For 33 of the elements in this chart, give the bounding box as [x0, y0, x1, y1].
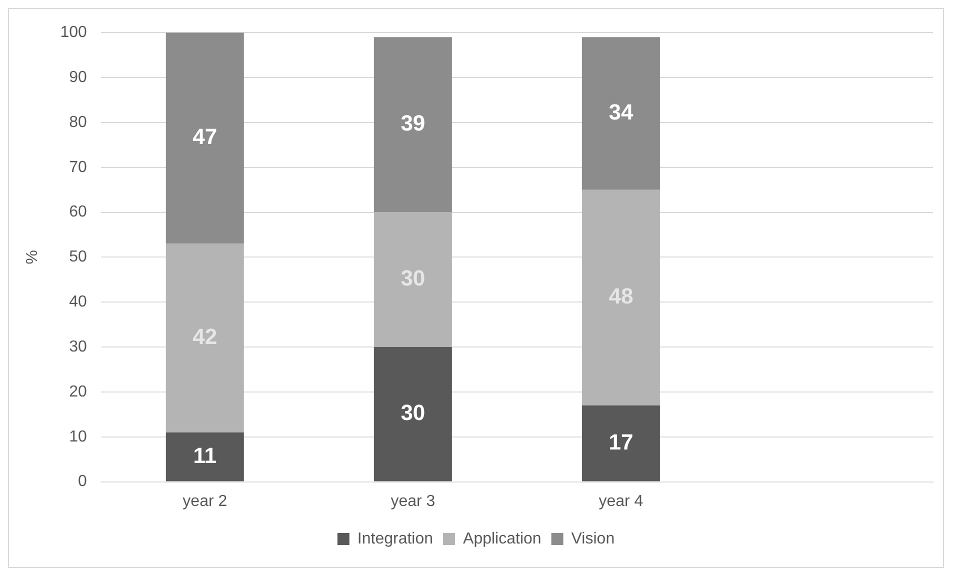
- bar: [582, 190, 660, 406]
- y-tick-label: 80: [69, 114, 87, 131]
- bar: [374, 37, 452, 212]
- x-tick-label: year 3: [390, 492, 436, 510]
- y-tick-label: 60: [69, 204, 87, 221]
- bar: [582, 37, 660, 190]
- data-label: 30: [400, 400, 426, 426]
- legend-label: Integration: [357, 530, 434, 548]
- y-tick-label: 70: [69, 158, 87, 176]
- data-label: 39: [400, 110, 426, 136]
- bar: [374, 347, 452, 482]
- y-axis-title: %: [24, 250, 42, 264]
- y-tick-label: 10: [69, 428, 87, 446]
- bar: [166, 32, 244, 244]
- legend-label: Application: [463, 530, 542, 548]
- bar: [166, 244, 244, 432]
- bar: [582, 405, 660, 482]
- y-tick-label: 100: [60, 24, 87, 42]
- x-tick-label: year 2: [182, 492, 228, 510]
- y-tick-label: 90: [69, 68, 87, 86]
- y-tick-label: 0: [78, 473, 87, 490]
- y-tick-label: 20: [69, 383, 87, 400]
- bar: [166, 432, 244, 482]
- data-label: 17: [608, 429, 634, 454]
- y-tick-label: 30: [69, 338, 87, 356]
- y-tick-label: 40: [69, 294, 87, 311]
- data-label: 47: [192, 124, 218, 150]
- bar: [374, 212, 452, 348]
- x-tick-label: year 4: [598, 492, 644, 510]
- y-tick-label: 50: [69, 248, 87, 266]
- data-label: 34: [608, 100, 634, 125]
- legend-label: Vision: [571, 530, 615, 548]
- data-label: 11: [193, 442, 217, 468]
